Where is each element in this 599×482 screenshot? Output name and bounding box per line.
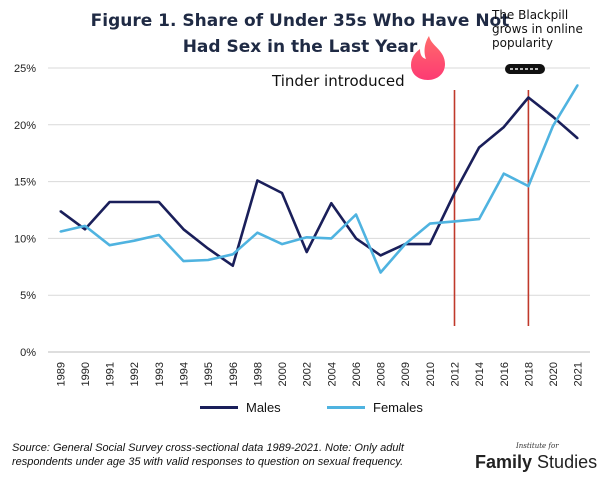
x-tick-label: 1994 xyxy=(179,362,191,386)
data-point-males xyxy=(133,201,136,203)
data-point-females xyxy=(502,172,505,175)
x-tick-label: 1991 xyxy=(105,362,117,386)
y-tick-label: 5% xyxy=(20,290,36,302)
data-point-females xyxy=(157,234,160,236)
x-tick-label: 2010 xyxy=(425,362,437,386)
x-tick-label: 1990 xyxy=(80,362,92,386)
x-tick-label: 2020 xyxy=(548,362,560,386)
data-point-males xyxy=(478,146,481,149)
x-tick-label: 1998 xyxy=(252,362,264,386)
data-point-males xyxy=(305,251,308,253)
data-point-males xyxy=(281,192,283,194)
data-point-males xyxy=(453,192,456,194)
x-tick-label: 2004 xyxy=(326,362,338,386)
data-point-females xyxy=(256,231,259,234)
source-line-1: Source: General Social Survey cross-sect… xyxy=(12,442,404,454)
logo-wordmark: Family Studies xyxy=(475,452,597,473)
data-point-females xyxy=(207,259,210,261)
data-point-females xyxy=(59,230,62,233)
data-point-males xyxy=(355,237,357,240)
data-point-females xyxy=(182,260,185,263)
legend-label-males: Males xyxy=(246,400,281,415)
data-point-males xyxy=(527,96,530,99)
x-tick-label: 2012 xyxy=(450,362,462,386)
data-point-females xyxy=(379,271,382,274)
series-line-females xyxy=(60,84,579,274)
legend-item-females: Females xyxy=(327,400,423,415)
data-point-males xyxy=(182,228,185,231)
legend-item-males: Males xyxy=(200,400,281,415)
x-tick-label: 2014 xyxy=(474,362,486,386)
y-tick-label: 20% xyxy=(14,120,36,132)
data-point-males xyxy=(502,126,505,128)
x-tick-label: 2000 xyxy=(277,362,289,386)
data-point-females xyxy=(552,125,554,127)
data-point-females xyxy=(281,243,283,245)
x-tick-label: 1989 xyxy=(55,362,67,386)
data-point-males xyxy=(207,247,210,250)
logo-family: Family xyxy=(475,452,533,472)
x-tick-label: 2002 xyxy=(302,362,314,386)
x-tick-label: 2016 xyxy=(499,362,511,386)
legend-label-females: Females xyxy=(373,400,423,415)
series-line-males xyxy=(59,96,579,268)
x-tick-label: 1996 xyxy=(228,362,240,386)
x-tick-label: 2021 xyxy=(573,362,585,386)
data-point-males xyxy=(84,228,86,231)
data-point-males xyxy=(330,202,333,205)
title-line-1: Figure 1. Share of Under 35s Who Have No… xyxy=(90,11,510,31)
x-tick-label: 1993 xyxy=(154,362,166,386)
y-tick-label: 0% xyxy=(20,347,36,359)
logo-studies: Studies xyxy=(537,452,598,472)
data-point-females xyxy=(84,225,86,227)
title-line-2: Had Sex in the Last Year xyxy=(182,37,418,57)
data-point-males xyxy=(256,179,259,182)
data-point-females xyxy=(355,213,357,216)
x-tick-label: 2009 xyxy=(400,362,412,386)
blackpill-annotation-line-2: grows in online xyxy=(492,22,583,36)
x-tick-label: 2006 xyxy=(351,362,363,386)
data-point-females xyxy=(453,220,456,223)
x-tick-label: 1992 xyxy=(129,362,141,386)
chart-title: Figure 1. Share of Under 35s Who Have No… xyxy=(60,8,540,60)
flame-shape xyxy=(411,36,445,80)
data-point-females xyxy=(576,84,579,86)
data-point-females xyxy=(108,244,111,247)
data-point-males xyxy=(59,210,62,213)
data-point-females xyxy=(527,185,530,188)
tinder-annotation: Tinder introduced xyxy=(272,72,405,90)
blackpill-annotation-line-3: popularity xyxy=(492,36,553,50)
data-point-males xyxy=(552,115,554,118)
flame-icon xyxy=(411,36,445,80)
data-point-females xyxy=(478,218,481,220)
data-point-females xyxy=(330,237,333,240)
y-tick-label: 15% xyxy=(14,177,36,189)
legend-swatch-males xyxy=(200,406,238,409)
data-point-females xyxy=(133,239,136,242)
data-point-males xyxy=(379,254,382,257)
data-point-males xyxy=(231,264,234,267)
x-tick-label: 1995 xyxy=(203,362,215,386)
blackpill-annotation: The Blackpill grows in online popularity xyxy=(492,8,592,50)
data-point-females xyxy=(231,253,234,256)
source-line-2: respondents under age 35 with valid resp… xyxy=(12,456,404,468)
data-point-females xyxy=(305,236,308,239)
data-point-females xyxy=(404,243,407,245)
y-tick-label: 10% xyxy=(14,233,36,245)
data-point-males xyxy=(576,137,579,140)
data-point-females xyxy=(428,222,431,225)
data-point-males xyxy=(108,201,111,203)
x-tick-label: 2008 xyxy=(376,362,388,386)
legend-swatch-females xyxy=(327,406,365,409)
blackpill-annotation-line-1: The Blackpill xyxy=(492,8,569,22)
data-point-males xyxy=(157,201,160,203)
x-tick-label: 2018 xyxy=(523,362,535,386)
data-point-males xyxy=(428,243,431,245)
source-note: Source: General Social Survey cross-sect… xyxy=(12,441,432,469)
y-tick-label: 25% xyxy=(14,63,36,75)
logo-institute-text: Institute for xyxy=(516,442,559,450)
